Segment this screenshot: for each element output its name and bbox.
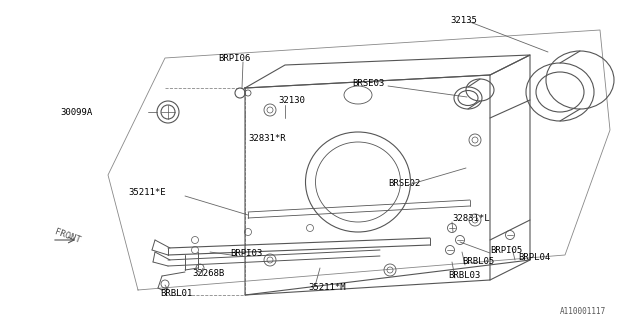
Text: BRBL03: BRBL03 — [448, 270, 480, 279]
Text: 30099A: 30099A — [60, 108, 92, 116]
Text: 32268B: 32268B — [192, 269, 224, 278]
Text: 35211*M: 35211*M — [308, 284, 346, 292]
Text: BRBL05: BRBL05 — [462, 258, 494, 267]
Text: FRONT: FRONT — [54, 228, 82, 245]
Text: BRPI06: BRPI06 — [218, 53, 250, 62]
Text: 35211*E: 35211*E — [128, 188, 166, 196]
Text: 32831*L: 32831*L — [452, 213, 490, 222]
Text: BRSE02: BRSE02 — [388, 179, 420, 188]
Text: BRPI03: BRPI03 — [230, 249, 262, 258]
Text: 32130: 32130 — [278, 95, 305, 105]
Text: BRPL04: BRPL04 — [518, 253, 550, 262]
Text: BRPI05: BRPI05 — [490, 245, 522, 254]
Text: BRSE03: BRSE03 — [352, 78, 384, 87]
Text: A110001117: A110001117 — [560, 308, 606, 316]
Text: BRBL01: BRBL01 — [160, 289, 192, 298]
Text: 32831*R: 32831*R — [248, 133, 285, 142]
Text: 32135: 32135 — [450, 15, 477, 25]
